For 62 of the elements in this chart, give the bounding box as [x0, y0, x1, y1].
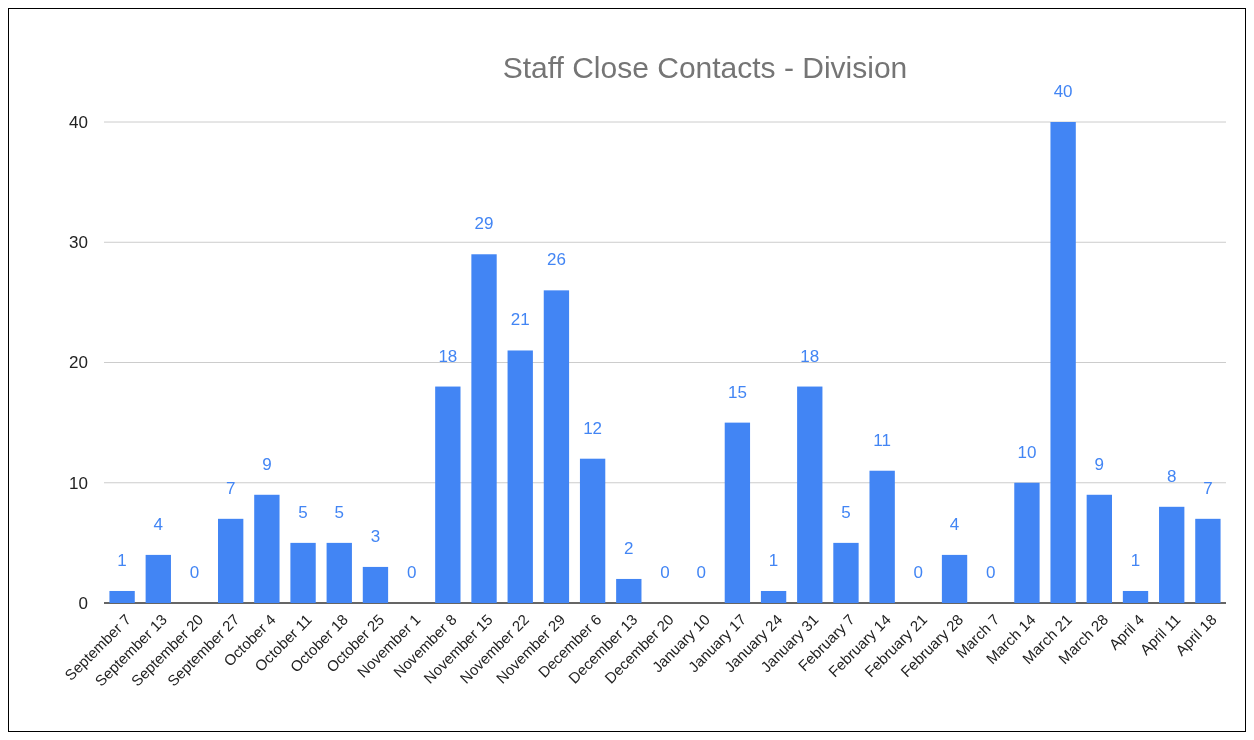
bar [724, 422, 751, 603]
y-tick-label: 10 [69, 473, 88, 493]
data-label: 11 [873, 430, 891, 450]
data-label: 10 [1017, 442, 1037, 462]
bar [760, 590, 787, 603]
data-label: 18 [800, 346, 820, 366]
bar [326, 542, 352, 603]
bar [1014, 482, 1040, 603]
bar [507, 350, 533, 603]
data-label: 1 [1130, 550, 1141, 570]
data-label: 9 [1094, 454, 1105, 474]
data-label: 7 [225, 478, 236, 498]
bar [941, 554, 968, 603]
data-label: 5 [841, 502, 851, 522]
y-tick-label: 40 [69, 112, 88, 132]
data-label: 26 [546, 250, 566, 270]
bar [833, 542, 859, 603]
data-label: 5 [334, 502, 344, 522]
data-label: 21 [510, 310, 530, 330]
data-label: 9 [262, 454, 272, 474]
bar [145, 554, 171, 603]
data-label: 2 [624, 538, 634, 558]
data-label: 5 [298, 502, 308, 522]
y-tick-label: 0 [78, 593, 88, 613]
bar [1195, 518, 1221, 603]
data-label: 7 [1203, 478, 1213, 498]
bar [616, 578, 642, 603]
data-label: 4 [153, 514, 164, 534]
bar [471, 254, 497, 603]
bar [1122, 590, 1149, 603]
data-label: 40 [1053, 82, 1073, 101]
bar [290, 542, 316, 603]
data-label: 0 [406, 563, 417, 582]
bar [1050, 122, 1076, 603]
bar [543, 290, 570, 603]
data-label: 8 [1166, 466, 1177, 486]
bar [579, 458, 606, 603]
bar [1086, 494, 1112, 603]
y-tick-label: 20 [69, 353, 88, 373]
bar [218, 518, 244, 603]
data-label: 0 [189, 563, 200, 582]
data-label: 18 [438, 346, 458, 366]
bar [254, 494, 280, 603]
data-label: 15 [727, 382, 747, 402]
bar [362, 566, 389, 603]
bar [1159, 506, 1185, 603]
data-label: 4 [949, 514, 960, 534]
chart-title: Staff Close Contacts - Division [502, 51, 908, 84]
bar [797, 386, 823, 603]
data-label: 1 [117, 550, 127, 570]
data-label: 1 [768, 550, 779, 570]
data-label: 0 [660, 563, 670, 582]
data-label: 0 [986, 563, 996, 582]
data-label: 0 [913, 563, 924, 582]
bar [109, 590, 135, 603]
bar [435, 386, 461, 603]
data-label: 3 [370, 526, 381, 546]
data-label: 0 [696, 563, 706, 582]
data-label: 29 [474, 214, 494, 234]
data-label: 12 [583, 418, 603, 438]
bar [869, 470, 895, 603]
y-tick-label: 30 [69, 233, 88, 253]
